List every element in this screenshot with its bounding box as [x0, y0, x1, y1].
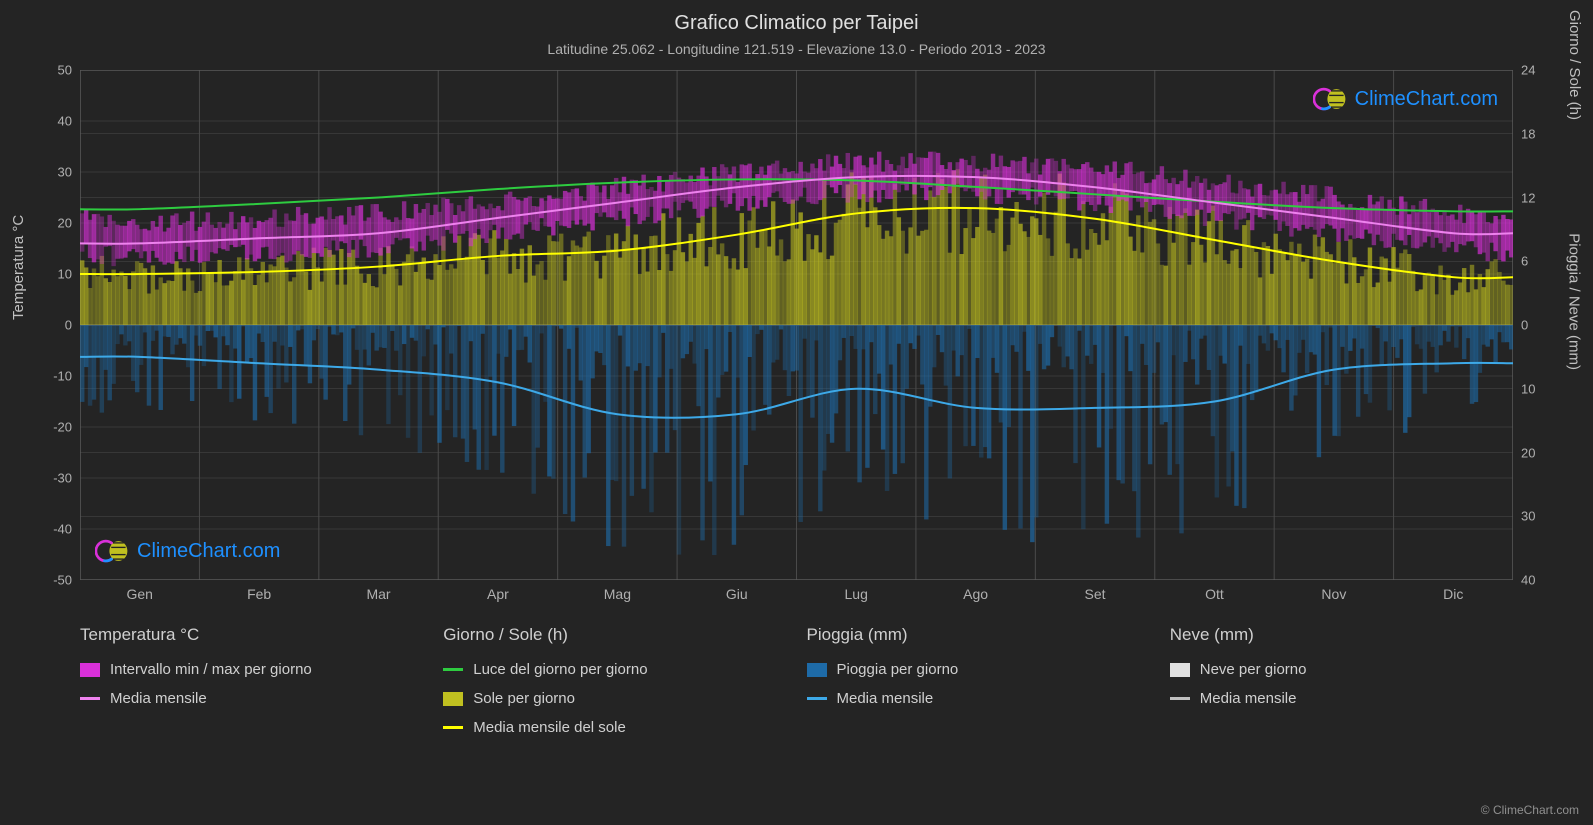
- legend-label: Neve per giorno: [1200, 661, 1307, 678]
- legend-label: Pioggia per giorno: [837, 661, 959, 678]
- x-tick-month: Mar: [366, 586, 390, 602]
- legend-header: Neve (mm): [1170, 625, 1513, 645]
- x-tick-month: Feb: [247, 586, 271, 602]
- y-tick-right: 10: [1521, 381, 1535, 396]
- watermark-text: ClimeChart.com: [1355, 88, 1498, 111]
- legend-item: Media mensile: [1170, 690, 1513, 707]
- y-tick-right: 20: [1521, 445, 1535, 460]
- y-tick-left: -30: [42, 471, 72, 486]
- copyright: © ClimeChart.com: [1481, 803, 1579, 817]
- swatch-sun: [443, 692, 463, 706]
- swatch-temp-range: [80, 663, 100, 677]
- swatch-rain: [807, 663, 827, 677]
- legend-item: Pioggia per giorno: [807, 661, 1150, 678]
- y-axis-right-top-label: Giorno / Sole (h): [1566, 10, 1583, 120]
- legend-label: Luce del giorno per giorno: [473, 661, 647, 678]
- legend-col-daylight: Giorno / Sole (h) Luce del giorno per gi…: [443, 625, 786, 736]
- plot-area: -50-40-30-20-100102030405006121824102030…: [80, 70, 1513, 580]
- x-tick-month: Apr: [487, 586, 509, 602]
- legend-item: Media mensile: [807, 690, 1150, 707]
- legend-label: Media mensile: [1200, 690, 1297, 707]
- legend-header: Pioggia (mm): [807, 625, 1150, 645]
- watermark-text: ClimeChart.com: [137, 540, 280, 563]
- y-tick-right: 12: [1521, 190, 1535, 205]
- y-axis-left-label: Temperatura °C: [10, 215, 27, 320]
- x-tick-month: Giu: [726, 586, 748, 602]
- watermark-top: ClimeChart.com: [1313, 85, 1498, 113]
- chart-title: Grafico Climatico per Taipei: [0, 0, 1593, 35]
- y-tick-right: 6: [1521, 254, 1528, 269]
- legend-label: Intervallo min / max per giorno: [110, 661, 312, 678]
- y-tick-left: -20: [42, 420, 72, 435]
- climate-chart: Grafico Climatico per Taipei Latitudine …: [0, 0, 1593, 825]
- x-tick-month: Ott: [1205, 586, 1224, 602]
- logo-icon: [95, 537, 131, 565]
- legend-header: Temperatura °C: [80, 625, 423, 645]
- legend-label: Media mensile: [110, 690, 207, 707]
- swatch-snow: [1170, 663, 1190, 677]
- chart-svg: [80, 70, 1513, 580]
- legend-label: Media mensile del sole: [473, 719, 626, 736]
- legend-item: Intervallo min / max per giorno: [80, 661, 423, 678]
- legend-item: Media mensile: [80, 690, 423, 707]
- x-tick-month: Gen: [126, 586, 152, 602]
- y-tick-right: 0: [1521, 318, 1528, 333]
- y-tick-left: -10: [42, 369, 72, 384]
- y-tick-right: 18: [1521, 126, 1535, 141]
- x-tick-month: Set: [1085, 586, 1106, 602]
- legend-col-snow: Neve (mm) Neve per giorno Media mensile: [1170, 625, 1513, 736]
- y-tick-left: 50: [42, 63, 72, 78]
- y-tick-left: 30: [42, 165, 72, 180]
- x-tick-month: Ago: [963, 586, 988, 602]
- x-tick-month: Mag: [604, 586, 631, 602]
- legend-item: Media mensile del sole: [443, 719, 786, 736]
- y-tick-left: -50: [42, 573, 72, 588]
- y-tick-right: 40: [1521, 573, 1535, 588]
- legend-header: Giorno / Sole (h): [443, 625, 786, 645]
- legend-item: Luce del giorno per giorno: [443, 661, 786, 678]
- y-tick-right: 30: [1521, 509, 1535, 524]
- watermark-bottom: ClimeChart.com: [95, 537, 280, 565]
- swatch-rain-mean: [807, 697, 827, 700]
- chart-subtitle: Latitudine 25.062 - Longitudine 121.519 …: [0, 35, 1593, 57]
- legend-label: Sole per giorno: [473, 690, 575, 707]
- legend-item: Neve per giorno: [1170, 661, 1513, 678]
- legend: Temperatura °C Intervallo min / max per …: [80, 625, 1513, 736]
- y-axis-right-bot-label: Pioggia / Neve (mm): [1566, 233, 1583, 370]
- y-tick-left: 20: [42, 216, 72, 231]
- y-tick-left: 0: [42, 318, 72, 333]
- legend-col-rain: Pioggia (mm) Pioggia per giorno Media me…: [807, 625, 1150, 736]
- swatch-sun-mean: [443, 726, 463, 729]
- x-tick-month: Nov: [1321, 586, 1346, 602]
- logo-icon: [1313, 85, 1349, 113]
- y-tick-right: 24: [1521, 63, 1535, 78]
- y-tick-left: 10: [42, 267, 72, 282]
- swatch-snow-mean: [1170, 697, 1190, 700]
- legend-item: Sole per giorno: [443, 690, 786, 707]
- y-tick-left: -40: [42, 522, 72, 537]
- legend-col-temperature: Temperatura °C Intervallo min / max per …: [80, 625, 423, 736]
- legend-label: Media mensile: [837, 690, 934, 707]
- swatch-daylight: [443, 668, 463, 671]
- x-tick-month: Lug: [845, 586, 868, 602]
- swatch-temp-mean: [80, 697, 100, 700]
- y-tick-left: 40: [42, 114, 72, 129]
- x-tick-month: Dic: [1443, 586, 1463, 602]
